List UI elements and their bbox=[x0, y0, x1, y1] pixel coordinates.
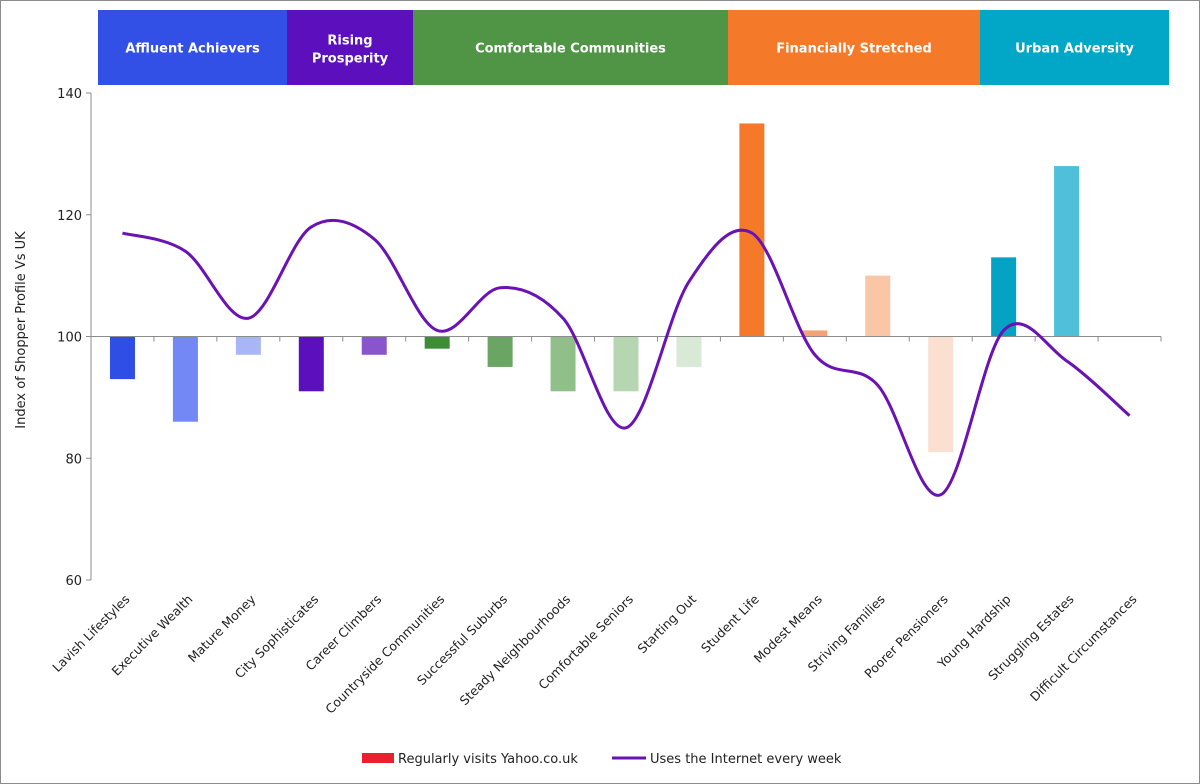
bar-series-layer bbox=[109, 123, 1080, 453]
y-tick-label: 140 bbox=[57, 87, 82, 102]
group-band-layer: Affluent Achievers Rising Prosperity Comfor… bbox=[98, 10, 1169, 85]
y-tick-label: 80 bbox=[65, 452, 82, 467]
group-band-label-4: Urban Adversity bbox=[1015, 42, 1134, 57]
bar-0 bbox=[109, 336, 135, 380]
category-label-9: Starting Out bbox=[634, 591, 699, 656]
group-band-4 bbox=[980, 10, 1169, 85]
y-tick-label: 120 bbox=[57, 209, 82, 224]
bar-12 bbox=[865, 275, 891, 337]
category-label-7: Steady Neighbourhoods bbox=[457, 592, 574, 709]
bar-8 bbox=[613, 336, 639, 392]
legend-label-internet: Uses the Internet every week bbox=[650, 752, 842, 767]
group-band-label-3: Financially Stretched bbox=[776, 42, 932, 57]
legend-swatch-yahoo bbox=[362, 753, 394, 763]
bar-3 bbox=[298, 336, 324, 392]
legend: Regularly visits Yahoo.co.uk Uses the In… bbox=[362, 752, 842, 767]
group-band-label-1: Rising Prosperity bbox=[312, 34, 389, 67]
group-band-1 bbox=[287, 10, 413, 85]
group-band-label-0: Affluent Achievers bbox=[125, 42, 260, 57]
category-label-5: Countryside Communities bbox=[322, 592, 447, 717]
baseline-axis bbox=[90, 336, 1162, 342]
y-tick-label: 100 bbox=[57, 331, 82, 346]
bar-1 bbox=[172, 336, 198, 422]
line-series-layer bbox=[122, 218, 1131, 497]
group-band-0 bbox=[98, 10, 287, 85]
y-axis-label: Index of Shopper Profile Vs UK bbox=[14, 231, 29, 429]
bar-2 bbox=[235, 336, 261, 355]
line-internet-weekly bbox=[122, 218, 1131, 497]
bar-11 bbox=[802, 330, 828, 337]
bar-15 bbox=[1054, 166, 1080, 337]
group-band-2 bbox=[413, 10, 728, 85]
y-axis: 60 80 100 120 140 bbox=[57, 87, 92, 589]
bar-4 bbox=[361, 336, 387, 355]
bar-9 bbox=[676, 336, 702, 367]
group-band-label-2: Comfortable Communities bbox=[475, 42, 666, 57]
group-band-3 bbox=[728, 10, 980, 85]
bar-5 bbox=[424, 336, 450, 349]
bar-6 bbox=[487, 336, 513, 367]
y-tick-label: 60 bbox=[65, 574, 82, 589]
bar-7 bbox=[550, 336, 576, 392]
bar-13 bbox=[928, 336, 954, 453]
legend-label-yahoo: Regularly visits Yahoo.co.uk bbox=[398, 752, 578, 767]
category-label-10: Student Life bbox=[698, 591, 762, 655]
category-label-16: Difficult Circumstances bbox=[1027, 592, 1140, 705]
